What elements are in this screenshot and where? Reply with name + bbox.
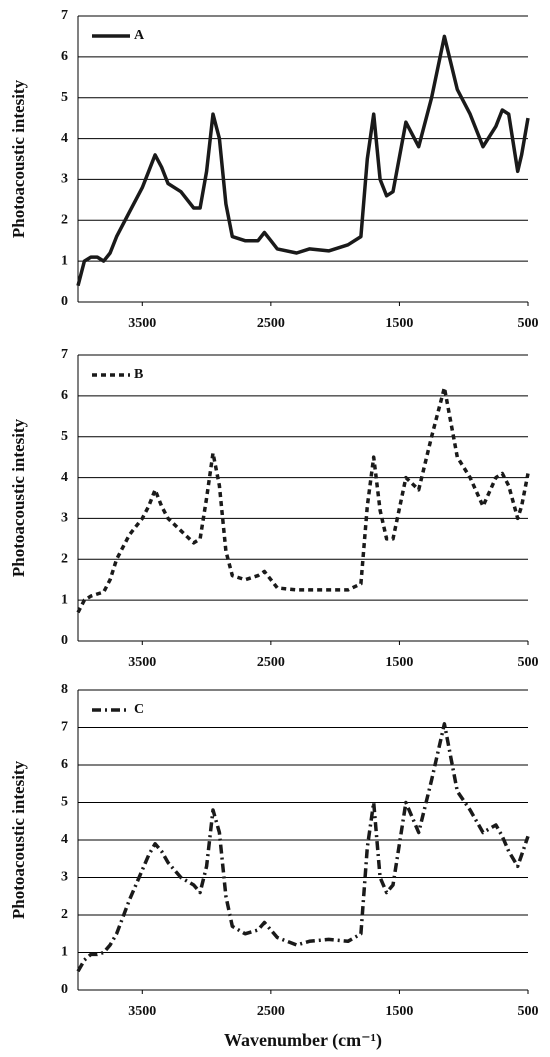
y-tick-label: 2 [61,213,68,228]
legend-label: B [134,367,143,382]
y-tick-label: 4 [61,131,68,146]
legend-label: A [134,28,145,43]
x-tick-label: 3500 [128,1004,156,1019]
data-line [76,385,530,614]
y-tick-label: 2 [61,907,68,922]
y-tick-label: 8 [61,682,68,697]
y-tick-label: 3 [61,870,68,885]
y-tick-label: 1 [61,592,68,607]
y-tick-label: 4 [61,832,68,847]
y-tick-label: 5 [61,795,68,810]
y-tick-label: 1 [61,945,68,960]
x-tick-label: 1500 [385,316,413,331]
y-tick-label: 5 [61,90,68,105]
x-tick-label: 1500 [385,655,413,670]
y-tick-label: 3 [61,511,68,526]
y-tick-label: 4 [61,470,68,485]
y-tick-label: 2 [61,552,68,567]
x-tick-label: 3500 [128,316,156,331]
x-tick-label: 500 [518,1004,539,1019]
y-tick-label: 6 [61,49,68,64]
y-tick-label: 1 [61,253,68,268]
y-tick-label: 7 [61,720,68,735]
x-tick-label: 2500 [257,316,285,331]
x-tick-label: 2500 [257,1004,285,1019]
y-tick-label: 7 [61,347,68,362]
y-tick-label: 3 [61,172,68,187]
y-tick-label: 7 [61,8,68,23]
x-tick-label: 3500 [128,655,156,670]
x-tick-label: 500 [518,655,539,670]
x-tick-label: 2500 [257,655,285,670]
x-tick-label: 1500 [385,1004,413,1019]
y-axis-title: Photoacoustic intesity [9,760,28,919]
y-tick-label: 5 [61,429,68,444]
y-axis-title: Photoacoustic intesity [9,79,28,238]
y-tick-label: 6 [61,757,68,772]
y-tick-label: 0 [61,633,68,648]
data-line [76,722,530,973]
x-axis-title: Wavenumber (cm⁻¹) [224,1030,382,1051]
y-tick-label: 0 [61,294,68,309]
y-tick-label: 0 [61,982,68,997]
x-tick-label: 500 [518,316,539,331]
y-axis-title: Photoacoustic intesity [9,418,28,577]
y-tick-label: 6 [61,388,68,403]
data-line [76,34,530,287]
legend-label: C [134,702,144,717]
